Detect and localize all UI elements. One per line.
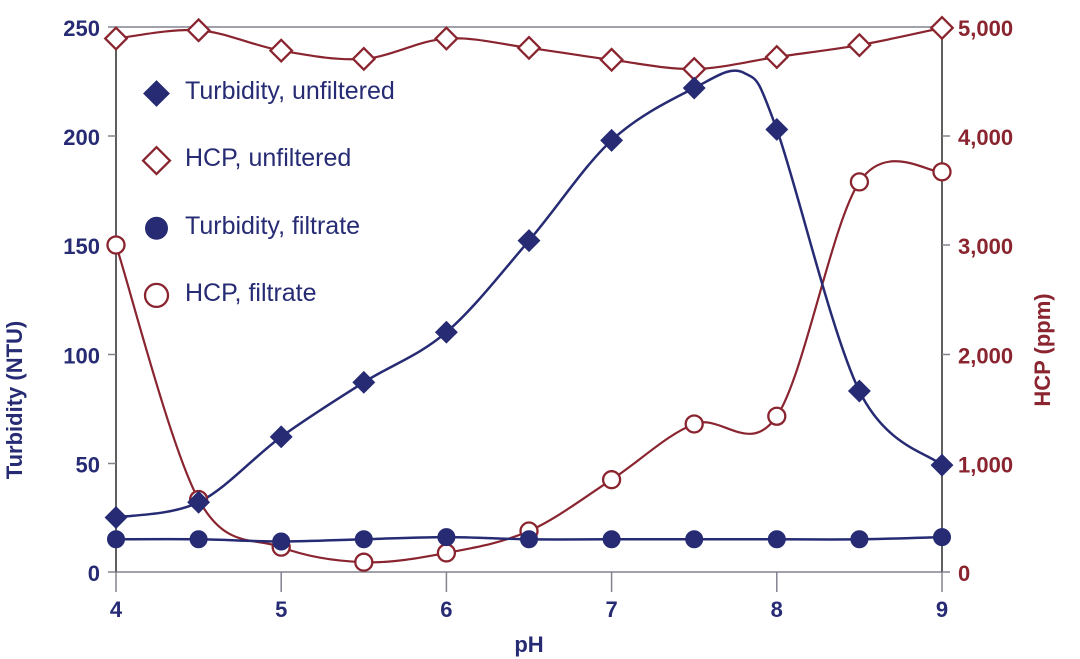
svg-text:50: 50 [76,453,100,478]
svg-text:Turbidity, filtrate: Turbidity, filtrate [185,212,360,240]
svg-text:200: 200 [63,125,100,150]
svg-text:250: 250 [63,16,100,41]
svg-text:2,000: 2,000 [958,344,1013,369]
svg-text:HCP, unfiltered: HCP, unfiltered [185,144,351,172]
svg-text:7: 7 [605,597,617,622]
svg-text:HCP, filtrate: HCP, filtrate [185,279,317,307]
svg-text:Turbidity, unfiltered: Turbidity, unfiltered [185,77,395,105]
svg-text:0: 0 [958,561,970,586]
svg-text:3,000: 3,000 [958,234,1013,259]
svg-text:5,000: 5,000 [958,16,1013,41]
svg-text:0: 0 [88,561,100,586]
svg-text:4: 4 [110,597,123,622]
svg-text:pH: pH [514,632,543,657]
svg-text:HCP (ppm): HCP (ppm) [1030,293,1055,406]
svg-text:100: 100 [63,344,100,369]
svg-text:5: 5 [275,597,287,622]
svg-text:150: 150 [63,234,100,259]
svg-text:6: 6 [440,597,452,622]
svg-text:8: 8 [771,597,783,622]
svg-text:1,000: 1,000 [958,453,1013,478]
svg-text:4,000: 4,000 [958,125,1013,150]
svg-text:Turbidity (NTU): Turbidity (NTU) [2,321,27,479]
svg-text:9: 9 [936,597,948,622]
